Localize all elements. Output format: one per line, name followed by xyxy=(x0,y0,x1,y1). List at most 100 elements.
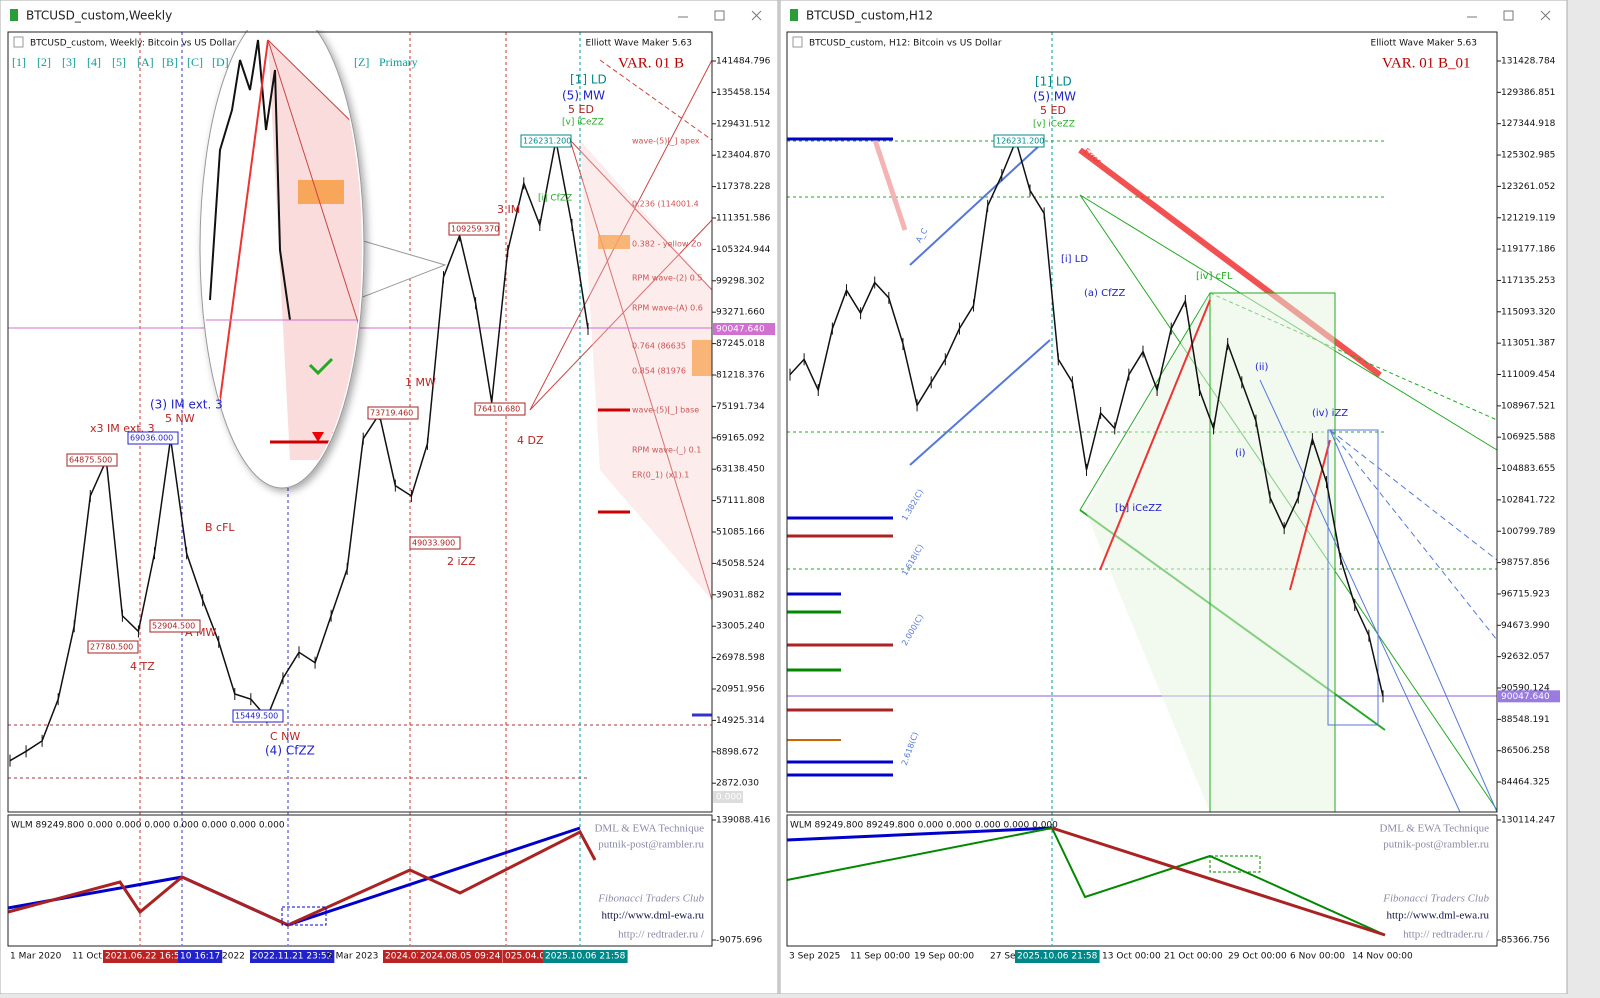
wave-button[interactable]: [4] xyxy=(87,55,101,69)
time-label: 3 Sep 2025 xyxy=(789,952,840,962)
wave-label: (ii) xyxy=(1255,362,1268,373)
price-tick-label: 129386.851 xyxy=(1501,88,1555,98)
wave-button[interactable]: Primary xyxy=(379,55,418,69)
window-max-button[interactable] xyxy=(705,6,735,26)
price-box-label: 126231.200 xyxy=(523,137,571,146)
price-box xyxy=(474,402,526,416)
price-tick-label: 26978.598 xyxy=(716,653,765,663)
wave-label: 5 NW xyxy=(165,412,195,425)
price-tick-label: 99298.302 xyxy=(716,276,765,286)
main-plot xyxy=(786,31,1498,813)
time-label: 2024.08.05 09:24 xyxy=(420,952,501,962)
wave-label: 5 ED xyxy=(1040,104,1066,117)
wave-button[interactable]: [2] xyxy=(37,55,51,69)
time-label: 6 Nov 00:00 xyxy=(1290,952,1345,962)
price-tick-label: 117378.228 xyxy=(716,182,771,192)
wave-label: VAR. 01 B xyxy=(618,55,684,71)
current-price-label: 90047.640 xyxy=(716,324,765,334)
wave-button[interactable]: [C] xyxy=(187,55,203,69)
price-box-label: 69036.000 xyxy=(130,434,173,443)
price-tick-label: 94673.990 xyxy=(1501,621,1550,631)
time-label: 6 Mar 2023 xyxy=(327,952,378,962)
price-box xyxy=(448,222,500,236)
footer-text: http://www.dml-ewa.ru xyxy=(601,910,704,922)
price-box-label: 64875.500 xyxy=(69,456,112,465)
footer-text: putnik-post@rambler.ru xyxy=(1383,839,1489,851)
price-tick-label: 121219.119 xyxy=(1501,213,1556,223)
title-bar xyxy=(1,1,777,30)
price-tick-label: 108967.521 xyxy=(1501,401,1555,411)
price-box xyxy=(66,453,118,467)
header-icon xyxy=(792,36,803,48)
chart-header: BTCUSD_custom, Weekly: Bitcoin vs US Dol… xyxy=(30,39,236,49)
price-tick-label: 106925.588 xyxy=(1501,433,1556,443)
window-title: BTCUSD_custom,H12 xyxy=(806,9,933,23)
wave-button[interactable]: [Z] xyxy=(354,55,369,69)
time-label: 2021.06.22 16:55 xyxy=(105,952,185,962)
price-tick-label: 45058.524 xyxy=(716,559,765,569)
price-tick-label: 123261.052 xyxy=(1501,182,1555,192)
price-box xyxy=(993,134,1045,148)
wave-label: (5) MW xyxy=(1033,90,1076,104)
time-label: 29 Oct 00:00 xyxy=(1228,952,1287,962)
chart-header: BTCUSD_custom, H12: Bitcoin vs US Dollar xyxy=(809,39,1002,49)
wave-button[interactable]: [B] xyxy=(162,55,178,69)
wave-label: (4) CfZZ xyxy=(265,744,315,758)
wave-label: (5) MW xyxy=(562,89,605,103)
price-tick-label: 86506.258 xyxy=(1501,746,1550,756)
wave-button[interactable]: [3] xyxy=(62,55,76,69)
fib-label: 0.854 (81976 xyxy=(632,367,686,376)
time-label: 2022 xyxy=(222,952,245,962)
time-label-bg xyxy=(250,950,335,963)
time-label-bg xyxy=(503,950,553,963)
indicator-tick-label: -9075.696 xyxy=(716,936,762,946)
time-label-bg xyxy=(418,950,503,963)
window-min-button[interactable] xyxy=(668,6,698,26)
price-tick-label: 2872.030 xyxy=(716,779,759,789)
fib-label: RPM wave-(2) 0.5 xyxy=(632,274,702,283)
wave-label: [1] LD xyxy=(570,73,607,87)
price-box-label: 76410.680 xyxy=(477,405,520,414)
time-label-bg xyxy=(103,950,188,963)
price-tick-label: 98757.856 xyxy=(1501,558,1550,568)
footer-text: http:// redtrader.ru / xyxy=(618,929,705,941)
fib-label: ER(0_1) (x1).1 xyxy=(632,471,689,480)
wave-button[interactable]: [5] xyxy=(112,55,126,69)
button-glyph xyxy=(1540,10,1551,21)
wave-label: [i] LD xyxy=(1061,254,1088,265)
indicator-tick-label: 130114.247 xyxy=(1501,816,1555,826)
window-max-button[interactable] xyxy=(1494,6,1524,26)
price-tick-label: 141484.796 xyxy=(716,57,771,67)
fib-label: RPM wave-(_) 0.1 xyxy=(632,446,701,455)
time-label: 2022.11.21 23:52 xyxy=(252,952,332,962)
zero-label: 0.000 xyxy=(716,793,742,803)
time-label: 10 16:17 xyxy=(180,952,220,962)
fib-label: RPM wave-(A) 0.6 xyxy=(632,304,703,313)
price-tick-label: 96715.923 xyxy=(1501,589,1550,599)
wave-label: B cFL xyxy=(205,521,235,534)
main-plot xyxy=(7,31,713,813)
current-price-label: 90047.640 xyxy=(1501,692,1550,702)
right-drawings xyxy=(786,32,1498,945)
footer-text: Fibonacci Traders Club xyxy=(1382,893,1489,905)
wave-button[interactable]: [D] xyxy=(212,55,229,69)
window-title: BTCUSD_custom,Weekly xyxy=(26,9,172,23)
price-box xyxy=(232,709,284,723)
current-price-box xyxy=(713,322,775,335)
price-tick-label: 57111.808 xyxy=(716,496,765,506)
footer-text: http://www.dml-ewa.ru xyxy=(1386,910,1489,922)
wave-label: 3 IM xyxy=(497,203,520,216)
wave-button[interactable]: [1] xyxy=(12,55,26,69)
price-tick-label: 51085.166 xyxy=(716,528,765,538)
wave-label: (i) xyxy=(1235,448,1246,459)
price-tick-label: 115093.320 xyxy=(1501,307,1556,317)
wave-label: [1] LD xyxy=(1035,75,1072,89)
fib-label: 0.382 - yellow Zo xyxy=(632,240,701,249)
price-tick-label: 131428.784 xyxy=(1501,57,1556,67)
indicator-tick-label: 85366.756 xyxy=(1501,936,1550,946)
price-tick-label: 93271.660 xyxy=(716,308,765,318)
wave-button[interactable]: [A] xyxy=(137,55,154,69)
window-min-button[interactable] xyxy=(1457,6,1487,26)
time-label: 1 Mar 2020 xyxy=(10,952,62,962)
